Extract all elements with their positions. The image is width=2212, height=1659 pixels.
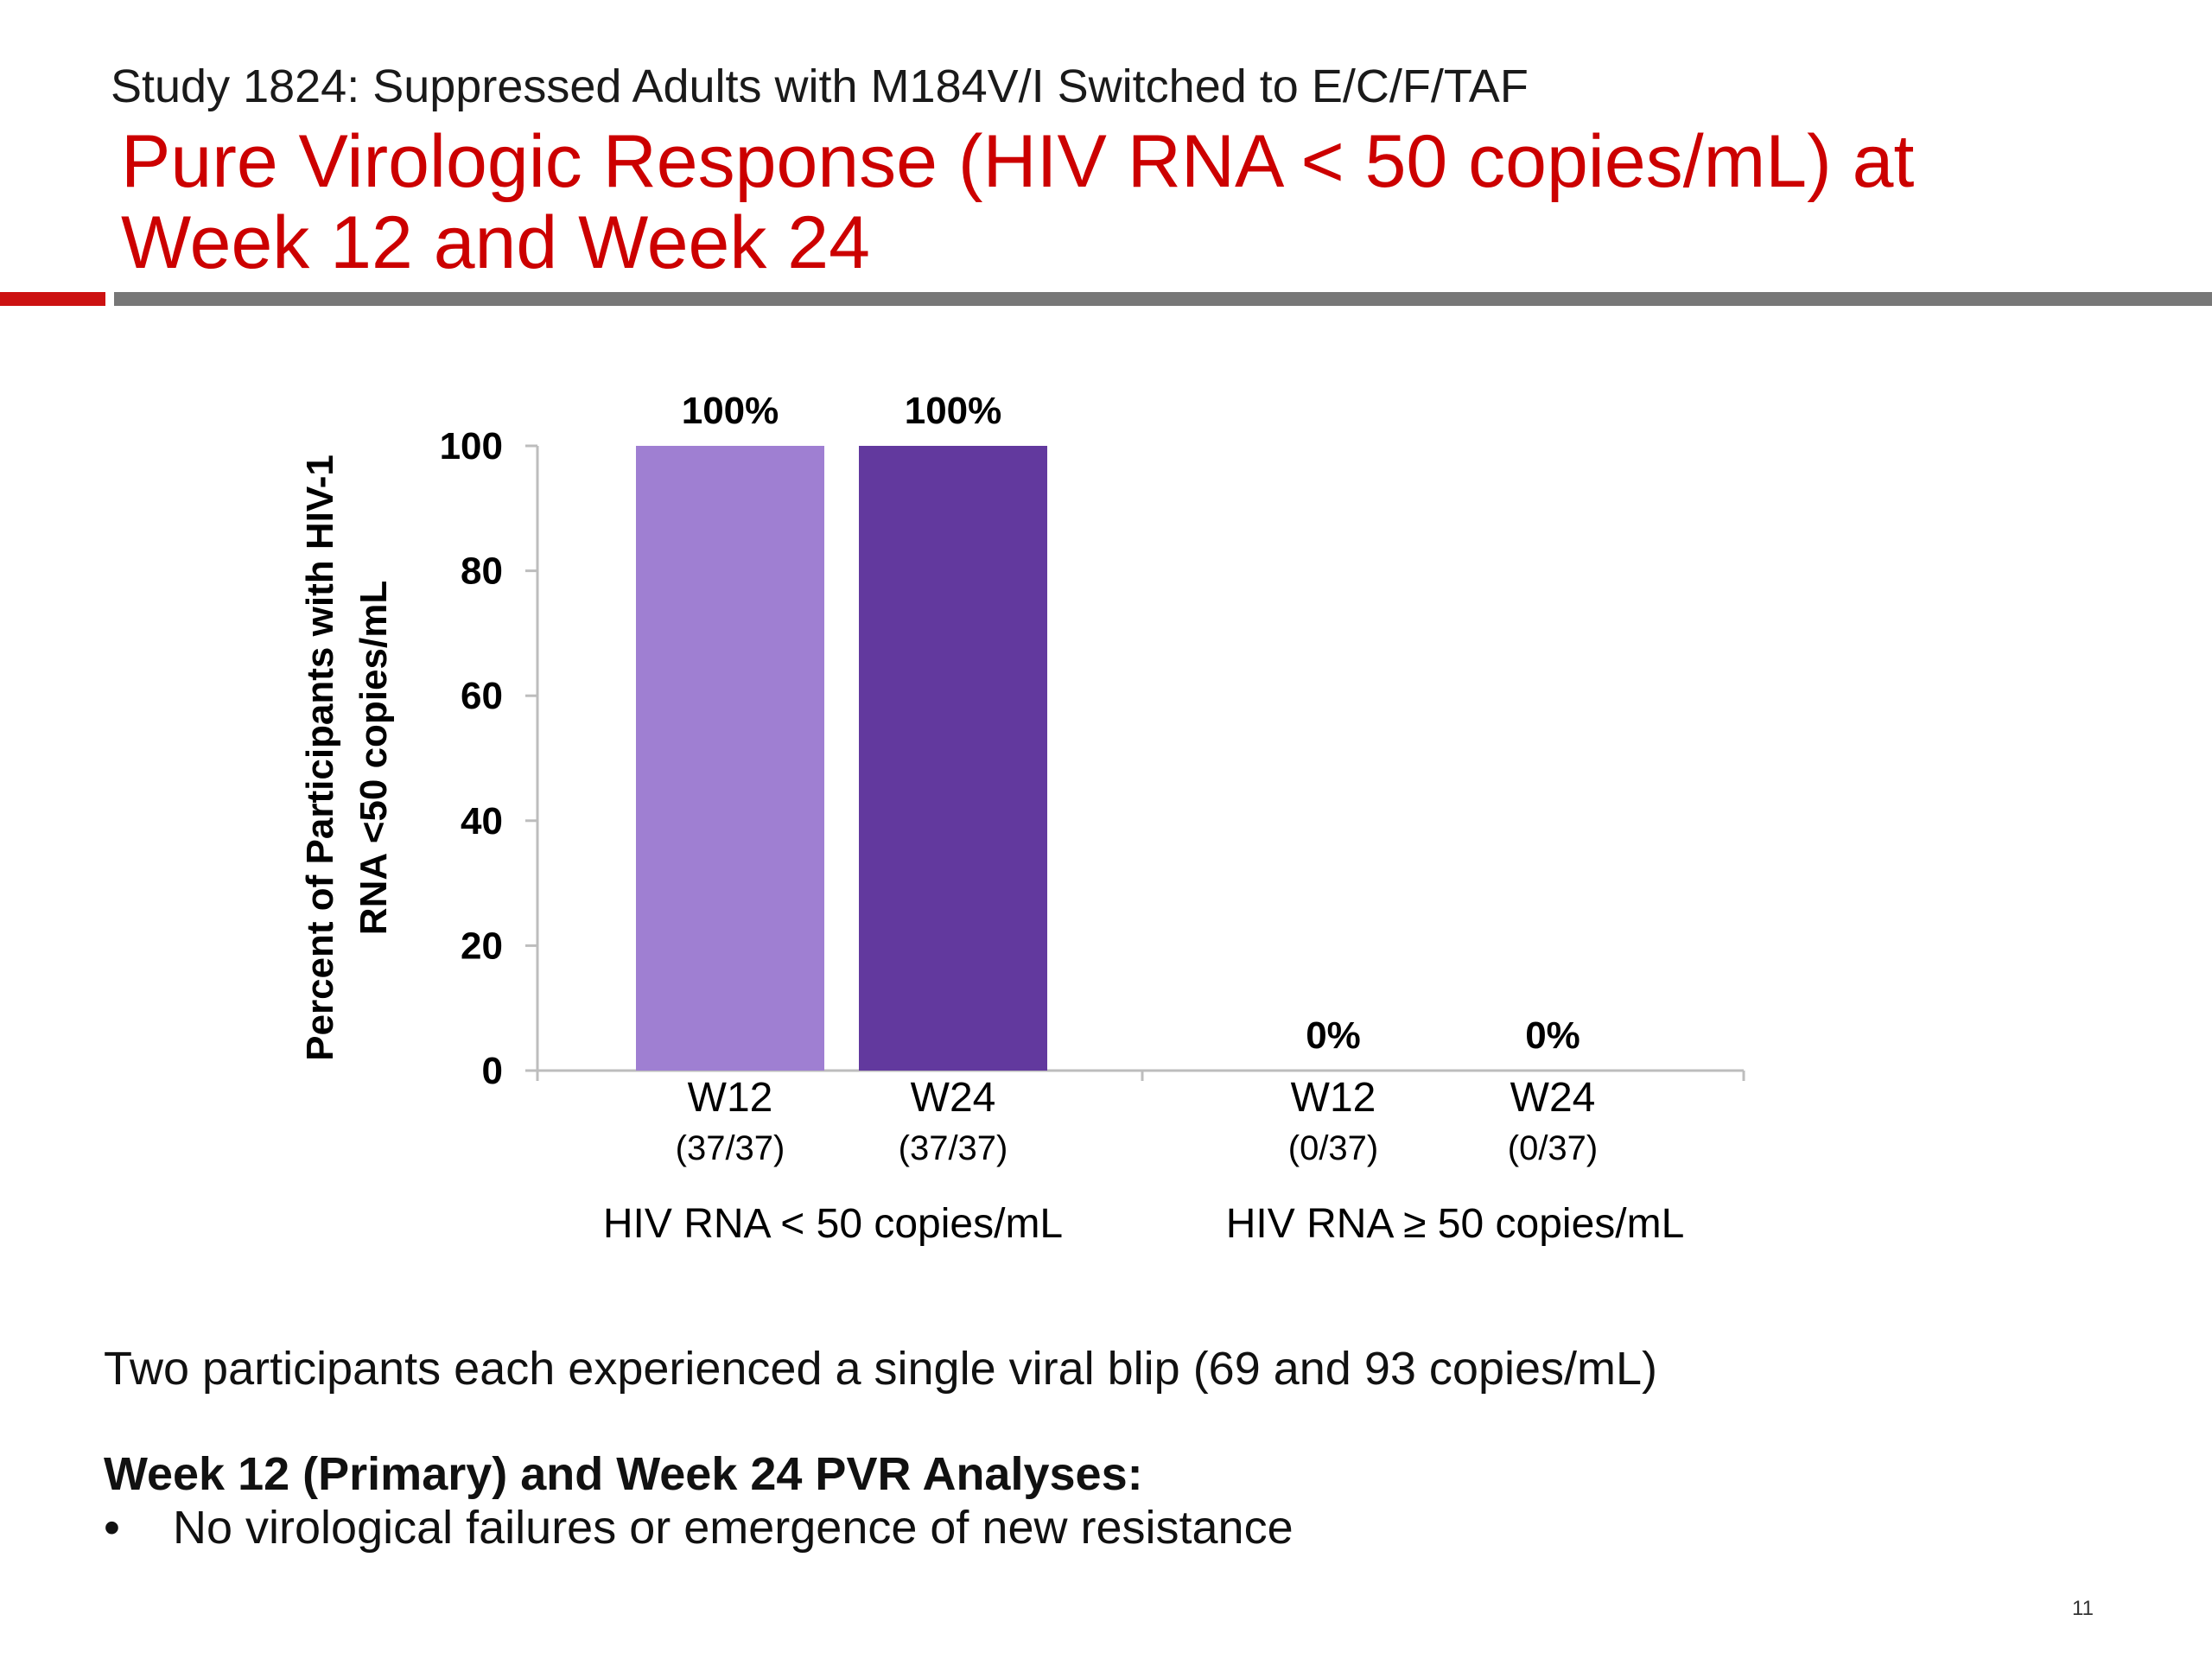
bar-category-label: W24 (1510, 1075, 1596, 1121)
analysis-heading: Week 12 (Primary) and Week 24 PVR Analys… (104, 1448, 1143, 1500)
bar-category-label: W12 (1291, 1075, 1376, 1121)
bar-category-label: W12 (688, 1075, 773, 1121)
bar-value-label: 100% (905, 390, 1002, 432)
bar (859, 446, 1047, 1071)
bullet-marker: • (104, 1502, 120, 1554)
bar-fraction-label: (37/37) (899, 1129, 1008, 1167)
y-tick-label: 40 (461, 800, 503, 842)
y-axis-title-line: RNA <50 copies/mL (353, 581, 395, 935)
bar-fraction-label: (37/37) (676, 1129, 785, 1167)
y-tick-label: 100 (440, 425, 503, 467)
bar-fraction-label: (0/37) (1508, 1129, 1599, 1167)
group-label: HIV RNA ≥ 50 copies/mL (1226, 1201, 1685, 1247)
bar-value-label: 0% (1306, 1014, 1361, 1057)
page-number: 11 (2072, 1597, 2094, 1620)
y-tick-label: 20 (461, 925, 503, 967)
slide-subtitle: Study 1824: Suppressed Adults with M184V… (111, 60, 1529, 112)
y-tick-label: 60 (461, 675, 503, 717)
y-axis-title: Percent of Participants with HIV-1 RNA <5… (299, 454, 395, 1061)
bar (636, 446, 824, 1071)
bar-fraction-label: (0/37) (1288, 1129, 1379, 1167)
title-rule-red (0, 292, 105, 306)
bar-category-label: W24 (911, 1075, 996, 1121)
bullet-text: No virological failures or emergence of … (173, 1502, 1294, 1554)
slide-title: Pure Virologic Response (HIV RNA < 50 co… (121, 120, 1915, 284)
y-tick-label: 0 (482, 1050, 503, 1092)
y-axis-title-line: Percent of Participants with HIV-1 (299, 454, 341, 1061)
bullet-item: • No virological failures or emergence of… (104, 1500, 1294, 1555)
group-label: HIV RNA < 50 copies/mL (603, 1201, 1063, 1247)
title-rule-gray (114, 292, 2212, 306)
blip-note: Two participants each experienced a sing… (104, 1343, 1658, 1395)
bar-value-label: 100% (682, 390, 779, 432)
y-tick-label: 80 (461, 550, 503, 593)
bar-value-label: 0% (1525, 1014, 1580, 1057)
